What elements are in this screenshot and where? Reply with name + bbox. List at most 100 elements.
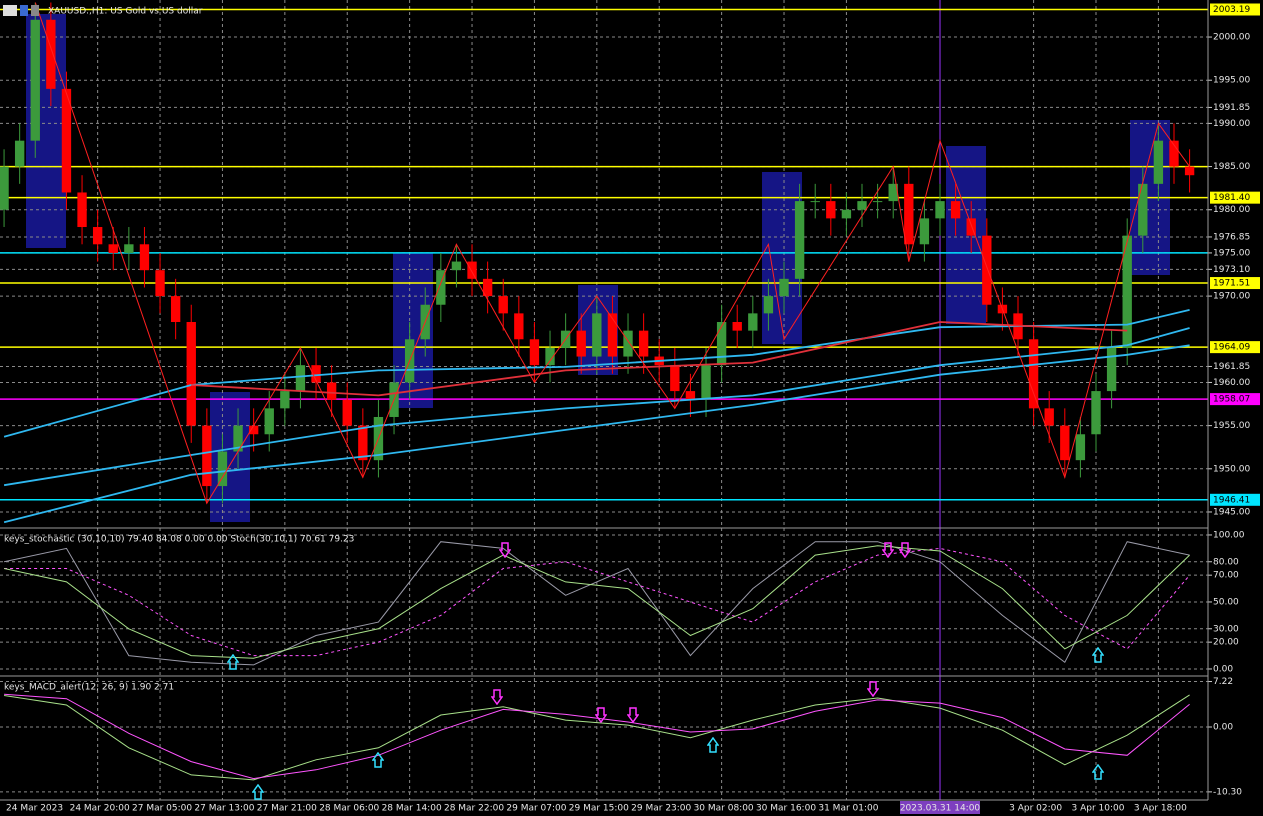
- date-highlight: [900, 801, 981, 814]
- menu-icon: [3, 5, 17, 16]
- y-tick-label: 2000.00: [1213, 33, 1250, 43]
- level-label-box: [1210, 393, 1260, 406]
- level-label: 1946.41: [1213, 495, 1250, 505]
- level-label-box: [1210, 277, 1260, 290]
- level-label: 1981.40: [1213, 193, 1250, 203]
- x-tick-label: 29 Mar 23:00: [631, 804, 691, 814]
- candle-body: [482, 278, 493, 297]
- candle-body: [0, 166, 9, 210]
- indicator-title: keys_MACD_alert(12, 26, 9) 1.90 2.71: [4, 683, 174, 693]
- y-tick-label: 0.00: [1213, 664, 1233, 674]
- y-tick-label: 20.00: [1213, 638, 1239, 648]
- candle-body: [108, 244, 118, 253]
- candle-body: [919, 218, 930, 245]
- symbol-title: XAUUSD.,H1: US Gold vs US dollar: [48, 7, 203, 17]
- indicator-line: [4, 547, 1190, 657]
- y-tick-label: 7.22: [1213, 677, 1233, 687]
- indicator-line: [3, 541, 1190, 666]
- candle-body: [904, 183, 914, 245]
- candle-body: [14, 140, 25, 167]
- y-tick-label: 1973.10: [1213, 265, 1250, 275]
- candle-body: [1153, 140, 1164, 184]
- level-label-box: [1210, 3, 1260, 16]
- candle-body: [1106, 347, 1117, 392]
- candle-body: [982, 235, 992, 305]
- chart-icon: [31, 5, 39, 16]
- x-tick-label: 24 Mar 20:00: [70, 804, 130, 814]
- candle-body: [1169, 140, 1179, 167]
- candle-body: [935, 201, 945, 219]
- x-tick-label: 27 Mar 05:00: [132, 804, 192, 814]
- x-tick-label: 3 Apr 18:00: [1134, 804, 1187, 814]
- candle-body: [685, 391, 696, 400]
- x-tick-label: 2023.03.31 14:00: [900, 804, 981, 814]
- moving-average: [3, 327, 1190, 487]
- y-tick-label: 1991.85: [1213, 103, 1250, 113]
- indicator-title: keys_stochastic (30,10,10) 79.40 84.08 0…: [4, 535, 354, 545]
- candle-body: [170, 296, 181, 323]
- candle-body: [872, 201, 883, 203]
- candle-body: [1091, 391, 1101, 435]
- candle-body: [1138, 183, 1148, 236]
- candle-body: [139, 244, 150, 271]
- candle-body: [794, 201, 805, 279]
- y-tick-label: 50.00: [1213, 597, 1239, 607]
- y-tick-label: 70.00: [1213, 571, 1239, 581]
- zone-box: [210, 392, 250, 522]
- candle-body: [280, 391, 290, 409]
- candle-body: [295, 365, 306, 392]
- indicator-line: [3, 545, 1190, 659]
- candle-body: [966, 218, 976, 236]
- zigzag: [34, 2, 1191, 505]
- moving-average: [3, 309, 1190, 438]
- y-tick-label: 100.00: [1213, 530, 1245, 540]
- y-tick-label: 1995.00: [1213, 76, 1250, 86]
- candle-body: [857, 201, 867, 210]
- y-tick-label: 1961.85: [1213, 362, 1250, 372]
- x-tick-label: 24 Mar 2023: [6, 804, 63, 814]
- candle-body: [1060, 425, 1070, 461]
- y-tick-label: -10.30: [1213, 787, 1242, 797]
- candle-body: [264, 408, 274, 435]
- level-label: 1958.07: [1213, 395, 1250, 405]
- candle-body: [467, 261, 477, 279]
- candle-body: [186, 322, 196, 426]
- candle-body: [124, 244, 134, 253]
- candle-body: [1044, 408, 1054, 426]
- level-label-box: [1210, 191, 1260, 204]
- y-tick-label: 1980.00: [1213, 205, 1250, 215]
- x-tick-label: 30 Mar 08:00: [694, 804, 754, 814]
- x-tick-label: 3 Apr 02:00: [1009, 804, 1062, 814]
- candle-body: [61, 88, 72, 193]
- y-tick-label: 1976.85: [1213, 232, 1250, 242]
- x-tick-label: 28 Mar 14:00: [382, 804, 442, 814]
- candle-body: [623, 330, 633, 357]
- candle-body: [888, 183, 898, 202]
- candle-body: [779, 278, 789, 297]
- candle-body: [638, 330, 649, 357]
- candle-body: [248, 425, 259, 435]
- x-tick-label: 28 Mar 06:00: [319, 804, 379, 814]
- candle-body: [592, 313, 602, 357]
- indicator-line: [4, 693, 1190, 780]
- x-tick-label: 29 Mar 07:00: [506, 804, 566, 814]
- y-tick-label: 1945.00: [1213, 507, 1250, 517]
- x-tick-label: 3 Apr 10:00: [1072, 804, 1125, 814]
- candle-body: [92, 227, 103, 245]
- y-tick-label: 1950.00: [1213, 464, 1250, 474]
- candle-body: [155, 270, 165, 297]
- y-tick-label: 1960.00: [1213, 378, 1250, 388]
- y-tick-label: 80.00: [1213, 557, 1239, 567]
- candle-body: [1028, 339, 1039, 409]
- candle-body: [30, 19, 40, 141]
- candle-body: [545, 347, 555, 366]
- candle-body: [670, 365, 680, 392]
- candle-body: [748, 313, 758, 331]
- candle-body: [826, 201, 836, 219]
- candle-body: [202, 425, 212, 487]
- moving-average: [191, 321, 1128, 397]
- level-label-box: [1210, 493, 1260, 506]
- candle-body: [451, 261, 462, 271]
